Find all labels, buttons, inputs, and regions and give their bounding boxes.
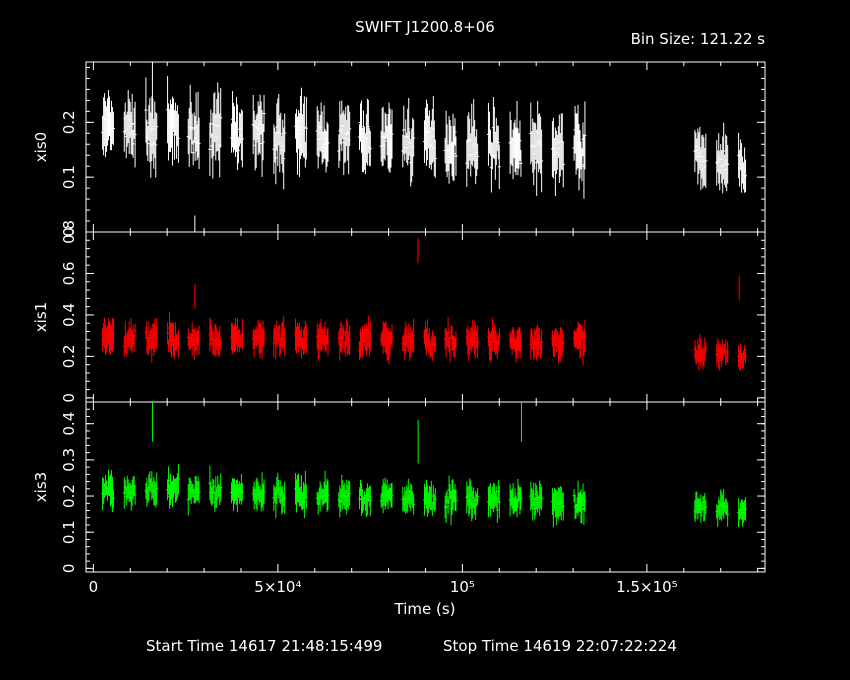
panel-xis1: 0 0.2 0.4 0.6 0.8 xis1 [32, 220, 766, 403]
chart-title: SWIFT J1200.8+06 [355, 18, 495, 36]
y-tick-label: 0.1 [60, 520, 78, 544]
x-tick-label: 0 [89, 578, 99, 596]
y-tick-label: 0 [60, 227, 78, 237]
panel-xis3: 0 0.1 0.2 0.3 0.4 xis3 [32, 401, 766, 574]
x-tick-label: 1.5×10⁵ [616, 578, 678, 596]
panels-group: 0 0.1 0.2 xis0 0 0.2 0.4 0.6 0.8 xis1 0 0.1 0.2 0.3 0.… [32, 61, 766, 596]
x-axis-label: Time (s) [394, 600, 456, 618]
start-time-label: Start Time 14617 21:48:15:499 [146, 637, 382, 655]
y-tick-label: 0 [60, 393, 78, 403]
x-tick-label: 10⁵ [450, 578, 475, 596]
x-tick-label: 5×10⁴ [254, 578, 301, 596]
y-tick-label: 0.2 [60, 344, 78, 368]
y-axis-label: xis0 [32, 132, 50, 162]
y-tick-label: 0.2 [60, 484, 78, 508]
y-tick-label: 0.4 [60, 303, 78, 327]
y-tick-label: 0.4 [60, 412, 78, 436]
panel-xis0: 0 0.1 0.2 xis0 [32, 61, 766, 237]
y-tick-label: 0.3 [60, 448, 78, 472]
stop-time-label: Stop Time 14619 22:07:22:224 [443, 637, 677, 655]
y-tick-label: 0.1 [60, 165, 78, 189]
y-axis-label: xis3 [32, 472, 50, 502]
y-axis-label: xis1 [32, 302, 50, 332]
panel-frame [85, 231, 766, 403]
bin-size-label: Bin Size: 121.22 s [631, 30, 766, 48]
y-tick-label: 0 [60, 564, 78, 574]
y-tick-label: 0.8 [60, 220, 78, 244]
y-tick-label: 0.2 [60, 110, 78, 134]
y-tick-label: 0.6 [60, 262, 78, 286]
